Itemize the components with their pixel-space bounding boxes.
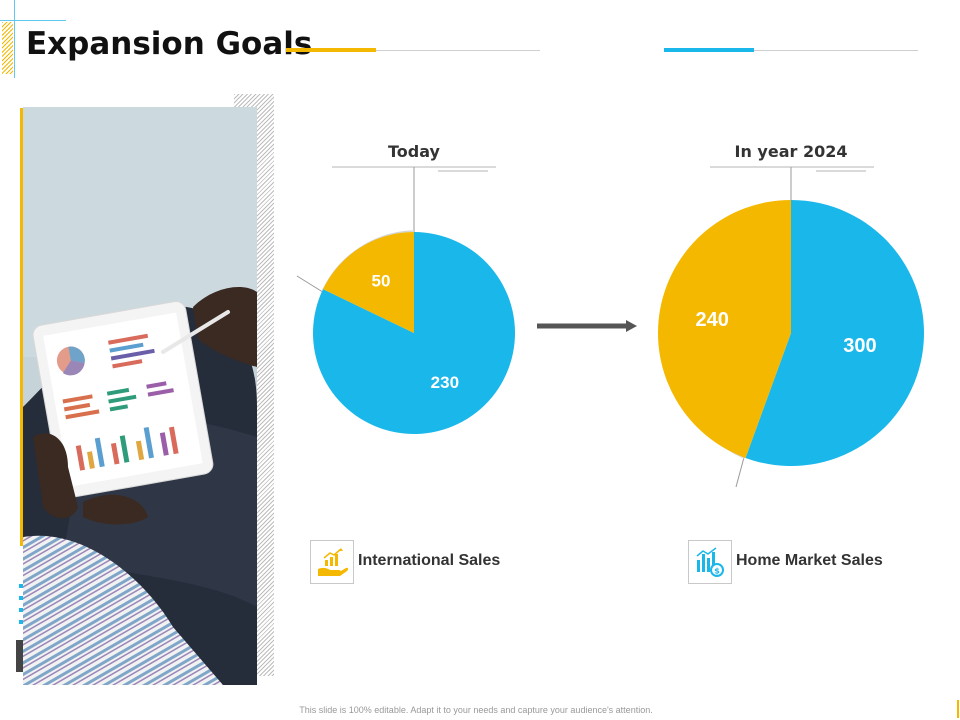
hand-growth-chart-icon	[310, 540, 354, 584]
pie-data-label: 230	[431, 373, 459, 392]
bullet-marker	[19, 584, 23, 588]
legend-underline	[664, 50, 918, 51]
legend-color-bar	[664, 48, 754, 52]
corner-line-horizontal	[0, 20, 66, 21]
footer-note: This slide is 100% editable. Adapt it to…	[299, 705, 653, 715]
legend-underline	[286, 50, 540, 51]
pie-data-label: 240	[696, 309, 729, 331]
photo-bullet-markers	[19, 584, 23, 632]
page-title: Expansion Goals	[26, 26, 313, 62]
pie-data-label: 50	[372, 271, 391, 290]
tablet-charts-photo-icon	[23, 107, 257, 685]
pie-data-label: 300	[843, 335, 876, 357]
corner-hatch-pattern	[2, 22, 13, 74]
legend-label: Home Market Sales	[736, 552, 883, 569]
legend-label: International Sales	[358, 552, 501, 569]
legend-color-bar	[286, 48, 376, 52]
corner-line-vertical	[14, 0, 15, 78]
pie-chart-today: 50 230	[312, 232, 515, 434]
dark-accent-block	[16, 640, 23, 672]
chart-leader-line	[296, 275, 327, 295]
pie-slice-home-market-sales	[745, 200, 924, 466]
footer-accent-mark	[957, 700, 959, 718]
svg-text:$: $	[714, 567, 720, 576]
bullet-marker	[19, 620, 23, 624]
bar-chart-coin-icon: $	[688, 540, 732, 584]
photo-accent-bar	[20, 108, 23, 546]
bullet-marker	[19, 596, 23, 600]
tablet-charts-photo	[23, 107, 257, 685]
pie-slice-home-market-sales	[312, 232, 515, 434]
chart-title-2024: In year 2024	[735, 142, 848, 161]
chart-title-today: Today	[388, 142, 441, 161]
pie-chart-2024: 240 300	[658, 200, 924, 466]
bullet-marker	[19, 608, 23, 612]
progress-arrow-head	[626, 320, 637, 332]
pie-slice-international-sales	[323, 232, 414, 333]
pie-slice-international-sales	[658, 200, 791, 458]
